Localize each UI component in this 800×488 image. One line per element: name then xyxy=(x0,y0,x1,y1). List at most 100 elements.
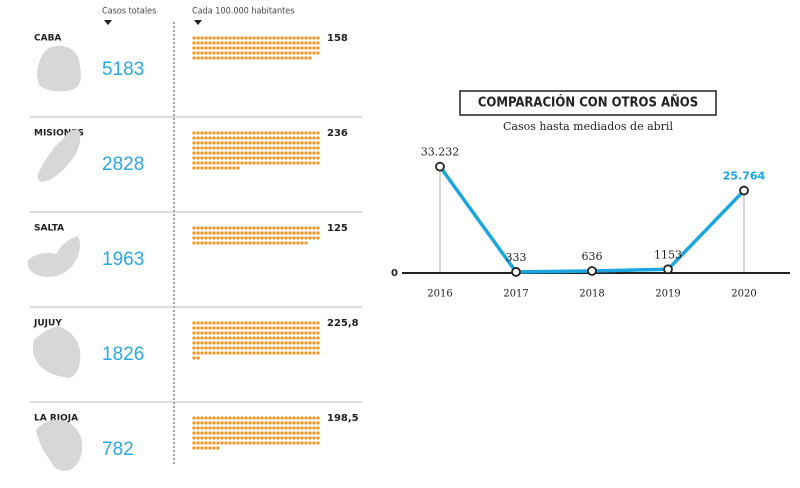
dot xyxy=(280,441,284,445)
dot xyxy=(300,441,304,445)
dot xyxy=(216,46,220,50)
dot xyxy=(304,241,308,245)
dot xyxy=(256,136,260,140)
dot xyxy=(192,431,196,435)
dot xyxy=(280,231,284,235)
dot xyxy=(284,346,288,350)
dot xyxy=(212,46,216,50)
title-box xyxy=(459,90,717,116)
dot xyxy=(228,341,232,345)
dot xyxy=(288,436,292,440)
dot xyxy=(296,436,300,440)
dot xyxy=(192,321,196,325)
dot xyxy=(296,426,300,430)
dot xyxy=(204,416,208,420)
dot xyxy=(224,331,228,335)
dot xyxy=(192,131,196,135)
dot xyxy=(268,226,272,230)
dot xyxy=(232,51,236,55)
rate-label: 125 xyxy=(327,223,348,234)
dot xyxy=(220,131,224,135)
dot xyxy=(196,161,200,165)
dot xyxy=(220,336,224,340)
dot xyxy=(268,161,272,165)
dot xyxy=(288,341,292,345)
dot xyxy=(284,336,288,340)
dot xyxy=(308,331,312,335)
dot xyxy=(196,51,200,55)
dot xyxy=(240,131,244,135)
dot xyxy=(280,421,284,425)
dot xyxy=(232,351,236,355)
dot xyxy=(200,321,204,325)
dot xyxy=(204,446,208,450)
dot xyxy=(228,56,232,60)
dot xyxy=(300,431,304,435)
dot xyxy=(312,346,316,350)
dot xyxy=(272,146,276,150)
dot xyxy=(212,151,216,155)
dot xyxy=(252,226,256,230)
dot xyxy=(268,341,272,345)
dot xyxy=(240,136,244,140)
dot xyxy=(192,41,196,45)
dot xyxy=(244,431,248,435)
dot xyxy=(256,151,260,155)
dot xyxy=(236,226,240,230)
dot xyxy=(208,321,212,325)
dot xyxy=(208,56,212,60)
dot xyxy=(256,331,260,335)
dot xyxy=(212,416,216,420)
dot xyxy=(280,426,284,430)
value-label: 33.232 xyxy=(421,146,460,159)
dot xyxy=(308,156,312,160)
dot xyxy=(224,136,228,140)
dot xyxy=(224,441,228,445)
dot xyxy=(248,56,252,60)
point xyxy=(511,267,521,277)
dot xyxy=(216,446,220,450)
dot xyxy=(204,336,208,340)
column-header: Casos totales xyxy=(102,7,156,17)
dot xyxy=(208,431,212,435)
dot xyxy=(256,241,260,245)
dot xyxy=(300,161,304,165)
dot xyxy=(200,441,204,445)
dot xyxy=(224,51,228,55)
dot xyxy=(304,351,308,355)
dot xyxy=(284,151,288,155)
dot xyxy=(216,421,220,425)
dot xyxy=(192,136,196,140)
dot xyxy=(196,436,200,440)
dot xyxy=(208,446,212,450)
dot xyxy=(220,351,224,355)
dot xyxy=(220,236,224,240)
dot xyxy=(280,131,284,135)
x-tick-label: 2019 xyxy=(655,289,680,300)
dot xyxy=(224,56,228,60)
dot xyxy=(296,346,300,350)
dot xyxy=(280,146,284,150)
dot xyxy=(236,36,240,40)
dot xyxy=(224,351,228,355)
dot xyxy=(312,326,316,330)
dot xyxy=(232,231,236,235)
dot xyxy=(224,36,228,40)
dot xyxy=(192,446,196,450)
dot xyxy=(252,41,256,45)
dot xyxy=(272,441,276,445)
dot xyxy=(260,241,264,245)
dot xyxy=(224,151,228,155)
dot xyxy=(208,331,212,335)
dot xyxy=(220,321,224,325)
dot xyxy=(228,321,232,325)
dot xyxy=(312,46,316,50)
dot xyxy=(252,441,256,445)
dot xyxy=(244,156,248,160)
dot xyxy=(300,56,304,60)
dot xyxy=(200,166,204,170)
dot xyxy=(256,321,260,325)
dot xyxy=(224,431,228,435)
dot xyxy=(304,441,308,445)
dot xyxy=(248,416,252,420)
